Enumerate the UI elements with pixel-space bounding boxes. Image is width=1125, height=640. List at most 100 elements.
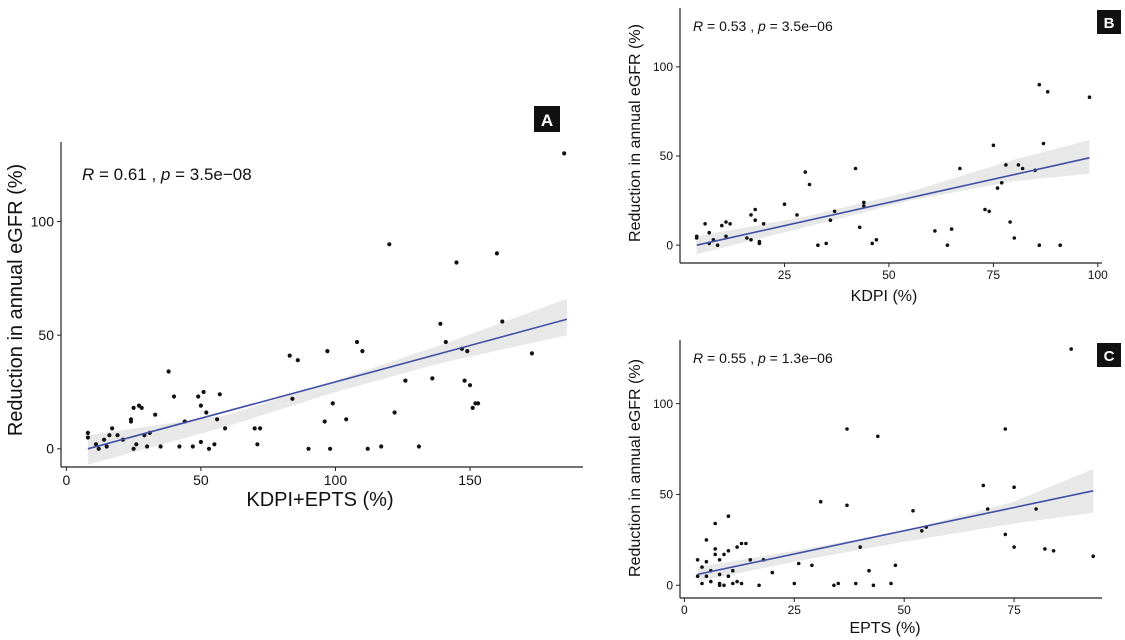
panel-b-data-point bbox=[1004, 163, 1008, 167]
panel-a-r-value: = 0.61 , bbox=[94, 165, 161, 184]
panel-a-data-point bbox=[128, 417, 134, 422]
panel-a-data-point bbox=[295, 358, 300, 363]
panel-a-data-point bbox=[171, 394, 177, 399]
panel-b-badge: B bbox=[1104, 15, 1115, 32]
panel-c-data-point bbox=[722, 583, 726, 588]
panel-b-data-point bbox=[862, 204, 866, 208]
panel-a-data-point bbox=[204, 410, 209, 415]
panel-b-data-point bbox=[949, 227, 954, 231]
panel-b-y-axis-label: Reduction in annual eGFR (%) bbox=[627, 24, 644, 242]
panel-b-data-point bbox=[757, 239, 762, 244]
panel-c-data-point bbox=[1043, 547, 1047, 551]
panel-a-data-point bbox=[190, 444, 195, 449]
panel-c-data-point bbox=[726, 574, 731, 578]
panel-b-data-point bbox=[857, 225, 862, 230]
panel-b-data-point bbox=[870, 241, 874, 246]
panel-b-badge-bg bbox=[1097, 10, 1121, 34]
panel-c-data-point bbox=[911, 509, 915, 513]
panel-b-data-point bbox=[749, 238, 753, 242]
panel-b-x-tick-label: 75 bbox=[987, 268, 1001, 282]
panel-c-data-point bbox=[704, 559, 709, 564]
panel-a-data-point bbox=[330, 401, 335, 406]
panel-c-data-point bbox=[726, 514, 731, 518]
panel-a-data-point bbox=[212, 442, 217, 447]
panel-a-data-point bbox=[325, 349, 330, 354]
panel-a-data-point bbox=[562, 151, 567, 156]
panel-b-data-point bbox=[707, 230, 711, 235]
panel-c-data-point bbox=[735, 579, 739, 584]
panel-c-data-point bbox=[796, 561, 801, 566]
panel-c-data-point bbox=[726, 549, 731, 553]
panel-b-data-point bbox=[745, 236, 749, 240]
panel-a-data-point bbox=[392, 410, 397, 415]
panel-a-data-point bbox=[465, 349, 470, 354]
panel-c-data-point bbox=[739, 541, 744, 546]
panel-a-data-point bbox=[379, 444, 384, 449]
panel-b-data-point bbox=[807, 182, 812, 187]
panel-c-data-point bbox=[704, 574, 709, 578]
panel-b-data-point bbox=[995, 186, 1000, 190]
panel-c-data-point bbox=[1069, 347, 1073, 351]
panel-a-regression-line bbox=[87, 318, 568, 450]
panel-a-data-point bbox=[131, 446, 136, 451]
panel-c-data-point bbox=[757, 583, 761, 588]
panel-a-data-point bbox=[360, 349, 365, 354]
panel-c-data-point bbox=[713, 521, 717, 526]
panel-c-x-tick-label: 25 bbox=[788, 603, 802, 617]
panel-a-data-point bbox=[454, 260, 459, 265]
panel-c-data-point bbox=[695, 574, 700, 578]
panel-c-data-point bbox=[832, 583, 836, 588]
panel-c-data-point bbox=[700, 565, 704, 569]
panel-c-data-point bbox=[836, 581, 841, 586]
panel-c-x-tick-label: 75 bbox=[1007, 603, 1021, 617]
panel-a-data-point bbox=[166, 369, 171, 374]
panel-b-data-point bbox=[987, 209, 991, 214]
panel-b-data-point bbox=[728, 222, 732, 226]
panel-a-data-point bbox=[387, 242, 392, 247]
panel-a-data-point bbox=[198, 439, 203, 445]
panel-a-data-point bbox=[255, 442, 260, 447]
panel-c-data-point bbox=[748, 558, 753, 562]
panel-b-data-point bbox=[782, 202, 787, 206]
panel-a-data-point bbox=[470, 405, 475, 410]
panel-a-stat-label: R = 0.61 , p = 3.5e−08 bbox=[82, 165, 252, 184]
panel-c-p-label: p bbox=[757, 350, 766, 366]
panel-c-badge-bg bbox=[1097, 343, 1121, 367]
panel-a-y-tick-label: 100 bbox=[31, 213, 55, 229]
panel-c-data-point bbox=[858, 545, 862, 549]
panel-a-data-point bbox=[500, 319, 505, 324]
panel-c-data-point bbox=[717, 581, 722, 586]
panel-c-regression-line bbox=[697, 490, 1094, 576]
panel-c-data-point bbox=[704, 538, 709, 542]
panel-b-data-point bbox=[1037, 243, 1042, 247]
panel-a-data-point bbox=[134, 442, 139, 447]
panel-b-data-point bbox=[703, 222, 707, 226]
panel-a-data-point bbox=[158, 444, 163, 449]
panel-c-data-point bbox=[700, 581, 704, 586]
panel-a-data-point bbox=[139, 405, 144, 410]
panel-b-data-point bbox=[720, 223, 724, 228]
panel-b-data-point bbox=[694, 236, 699, 240]
panel-b-data-point bbox=[945, 243, 950, 247]
panel-b-data-point bbox=[853, 166, 858, 171]
panel-c-data-point bbox=[1003, 532, 1008, 537]
panel-c-data-point bbox=[1003, 427, 1008, 431]
panel-a-data-point bbox=[93, 442, 99, 447]
panel-c-data-point bbox=[713, 547, 717, 551]
panel-b-y-tick-label: 100 bbox=[653, 60, 673, 74]
panel-a-data-point bbox=[443, 339, 448, 345]
panel-a-data-point bbox=[252, 426, 257, 431]
panel-c-data-point bbox=[722, 552, 726, 557]
panel-b-p-value: = 3.5e−06 bbox=[766, 18, 833, 34]
panel-c-data-point bbox=[889, 581, 893, 586]
panel-c-data-point bbox=[731, 568, 735, 573]
panel-b-data-point bbox=[1041, 141, 1046, 146]
panel-b-x-tick-label: 25 bbox=[778, 268, 792, 282]
panel-b-r-value: = 0.53 , bbox=[703, 18, 758, 34]
panel-a-badge: A bbox=[541, 111, 553, 130]
panel-c-y-tick-label: 0 bbox=[666, 578, 673, 592]
panel-a-data-point bbox=[287, 353, 292, 358]
panel-a-data-point bbox=[290, 396, 295, 401]
panel-c-data-point bbox=[985, 507, 990, 511]
panel-a-data-point bbox=[403, 378, 408, 383]
